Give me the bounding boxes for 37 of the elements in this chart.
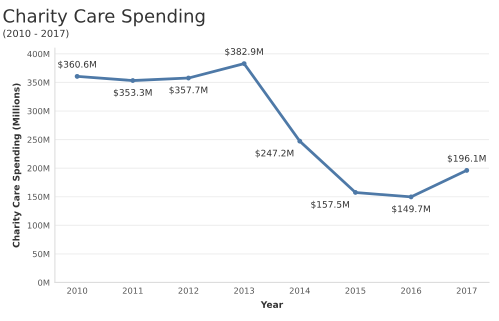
point [353,190,358,195]
y-tick-label: 250M [28,136,50,143]
y-tick-label: 300M [28,108,50,114]
point [242,61,247,66]
data-label: $357.7M [170,86,208,95]
x-axis-title: Year [260,301,284,308]
data-label: $353.3M [114,88,152,98]
x-tick-label: 2010 [67,287,88,294]
chart-title: Charity Care Spending [4,8,204,26]
x-tick-label: 2014 [290,287,310,294]
x-tick-label: 2013 [234,287,254,294]
y-tick-label: 400M [27,50,50,58]
point [130,78,136,83]
y-tick-label: 350M [28,79,50,86]
point [464,168,470,173]
x-tick-label: 2011 [122,287,143,294]
y-tick-label: 0M [38,279,50,286]
point [408,194,414,200]
point [186,76,191,80]
x-tick-label: 2017 [456,287,477,294]
y-axis-title: Charity Care Spending (Millions) [12,83,22,248]
data-label: $196.1M [448,154,486,163]
data-label: $360.6M [58,60,96,69]
point [74,74,80,79]
data-label: $157.5M [311,200,350,209]
data-label: $382.9M [225,48,263,56]
point [297,138,302,144]
y-tick-label: 100M [28,222,50,229]
data-label: $149.7M [392,205,430,214]
chart-subtitle: (2010 - 2017) [3,30,68,38]
data-label: $247.2M [256,150,294,158]
x-tick-label: 2012 [178,287,198,294]
x-tick-label: 2016 [401,287,422,294]
y-tick-label: 150M [28,194,50,200]
y-tick-label: 200M [28,165,50,172]
x-tick-label: 2015 [345,287,366,294]
y-tick-label: 50M [32,250,50,258]
